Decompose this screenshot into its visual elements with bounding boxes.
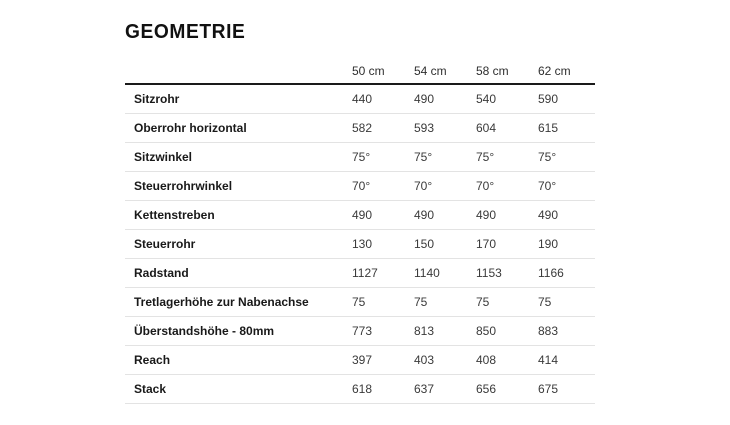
row-value: 590: [538, 92, 559, 106]
table-row: Stack 618 637 656 675: [125, 375, 595, 404]
row-value: 1166: [538, 266, 564, 280]
row-value: 490: [414, 92, 435, 106]
row-value: 150: [414, 237, 435, 251]
table-row: Tretlagerhöhe zur Nabenachse 75 75 75 75: [125, 288, 595, 317]
row-value: 75°: [476, 150, 495, 164]
row-value: 1127: [352, 266, 378, 280]
row-value: 75: [538, 295, 552, 309]
row-value: 618: [352, 382, 373, 396]
row-value: 490: [538, 208, 559, 222]
row-value: 75: [414, 295, 428, 309]
row-label: Stack: [134, 382, 167, 396]
row-value: 582: [352, 121, 373, 135]
row-value: 130: [352, 237, 373, 251]
row-value: 490: [352, 208, 373, 222]
row-value: 773: [352, 324, 373, 338]
row-value: 615: [538, 121, 559, 135]
row-value: 813: [414, 324, 435, 338]
row-value: 397: [352, 353, 373, 367]
row-value: 75: [352, 295, 366, 309]
row-label: Oberrohr horizontal: [134, 121, 247, 135]
row-label: Kettenstreben: [134, 208, 215, 222]
table-row: Radstand 1127 1140 1153 1166: [125, 259, 595, 288]
table-row: Reach 397 403 408 414: [125, 346, 595, 375]
column-header-54cm: 54 cm: [414, 63, 447, 78]
column-header-62cm: 62 cm: [538, 63, 571, 78]
table-row: Kettenstreben 490 490 490 490: [125, 201, 595, 230]
row-value: 70°: [352, 179, 371, 193]
row-value: 593: [414, 121, 435, 135]
row-value: 490: [476, 208, 497, 222]
row-value: 414: [538, 353, 559, 367]
row-value: 70°: [538, 179, 557, 193]
page-title: GEOMETRIE: [125, 21, 246, 43]
table-row: Sitzrohr 440 490 540 590: [125, 85, 595, 114]
row-value: 675: [538, 382, 559, 396]
row-label: Tretlagerhöhe zur Nabenachse: [134, 295, 309, 309]
row-value: 190: [538, 237, 559, 251]
geometry-table-body: Sitzrohr 440 490 540 590 Oberrohr horizontal 5…: [125, 85, 595, 404]
table-header-row: 50 cm 54 cm 58 cm 62 cm: [125, 58, 595, 85]
table-row: Steuerrohr 130 150 170 190: [125, 230, 595, 259]
row-value: 850: [476, 324, 497, 338]
row-value: 1153: [476, 266, 502, 280]
row-value: 75°: [352, 150, 371, 164]
table-row: Oberrohr horizontal 582 593 604 615: [125, 114, 595, 143]
row-value: 540: [476, 92, 497, 106]
row-value: 440: [352, 92, 373, 106]
row-value: 1140: [414, 266, 440, 280]
row-value: 75: [476, 295, 490, 309]
row-value: 70°: [476, 179, 495, 193]
row-value: 408: [476, 353, 497, 367]
row-value: 75°: [414, 150, 433, 164]
row-value: 656: [476, 382, 497, 396]
row-label: Überstandshöhe - 80mm: [134, 324, 275, 338]
column-header-50cm: 50 cm: [352, 63, 385, 78]
row-value: 70°: [414, 179, 433, 193]
table-row: Steuerrohrwinkel 70° 70° 70° 70°: [125, 172, 595, 201]
row-label: Reach: [134, 353, 171, 367]
row-value: 883: [538, 324, 559, 338]
row-label: Radstand: [134, 266, 189, 280]
table-row: Überstandshöhe - 80mm 773 813 850 883: [125, 317, 595, 346]
column-header-58cm: 58 cm: [476, 63, 509, 78]
row-value: 490: [414, 208, 435, 222]
row-value: 637: [414, 382, 435, 396]
row-label: Sitzwinkel: [134, 150, 193, 164]
row-value: 170: [476, 237, 497, 251]
row-label: Sitzrohr: [134, 92, 180, 106]
row-value: 403: [414, 353, 435, 367]
row-value: 75°: [538, 150, 557, 164]
table-row: Sitzwinkel 75° 75° 75° 75°: [125, 143, 595, 172]
row-label: Steuerrohr: [134, 237, 196, 251]
row-value: 604: [476, 121, 497, 135]
row-label: Steuerrohrwinkel: [134, 179, 233, 193]
geometry-section: GEOMETRIE 50 cm 54 cm 58 cm 62 cm Sitzro…: [125, 22, 595, 404]
